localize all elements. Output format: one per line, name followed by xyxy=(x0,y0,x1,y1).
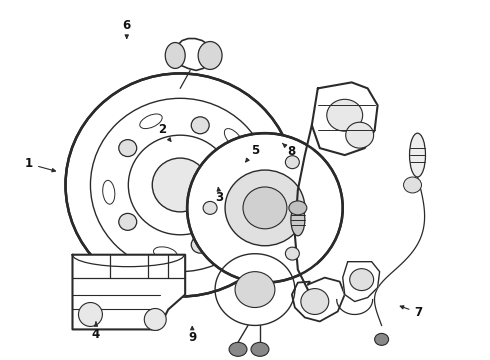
Ellipse shape xyxy=(119,140,137,157)
Ellipse shape xyxy=(152,158,208,212)
Text: 3: 3 xyxy=(216,188,223,204)
Text: 8: 8 xyxy=(282,143,295,158)
Text: 4: 4 xyxy=(92,322,100,341)
Ellipse shape xyxy=(350,269,374,291)
Polygon shape xyxy=(343,262,380,302)
Ellipse shape xyxy=(375,333,389,345)
Ellipse shape xyxy=(291,204,305,236)
Text: 2: 2 xyxy=(158,123,171,141)
Text: 7: 7 xyxy=(400,306,422,319)
Ellipse shape xyxy=(285,247,299,260)
Ellipse shape xyxy=(203,201,217,214)
Ellipse shape xyxy=(191,236,209,253)
Text: 6: 6 xyxy=(122,19,131,38)
Text: 5: 5 xyxy=(245,144,259,162)
Ellipse shape xyxy=(119,213,137,230)
Ellipse shape xyxy=(301,289,329,315)
Ellipse shape xyxy=(66,73,295,297)
Ellipse shape xyxy=(165,42,185,68)
Text: 9: 9 xyxy=(188,327,196,343)
Ellipse shape xyxy=(144,309,166,330)
Ellipse shape xyxy=(236,176,254,193)
Ellipse shape xyxy=(346,122,374,148)
Ellipse shape xyxy=(198,41,222,69)
Ellipse shape xyxy=(225,170,305,246)
Ellipse shape xyxy=(327,99,363,131)
Ellipse shape xyxy=(229,342,247,356)
Polygon shape xyxy=(312,82,378,155)
Ellipse shape xyxy=(243,187,287,229)
Polygon shape xyxy=(292,278,345,321)
Ellipse shape xyxy=(187,133,343,283)
Ellipse shape xyxy=(404,177,421,193)
Ellipse shape xyxy=(289,201,307,215)
Polygon shape xyxy=(73,255,185,329)
Ellipse shape xyxy=(191,117,209,134)
Ellipse shape xyxy=(410,133,425,177)
Ellipse shape xyxy=(235,272,275,307)
Polygon shape xyxy=(170,39,212,71)
Text: 1: 1 xyxy=(25,157,55,172)
Ellipse shape xyxy=(285,156,299,168)
Ellipse shape xyxy=(251,342,269,356)
Polygon shape xyxy=(295,125,318,300)
Ellipse shape xyxy=(78,302,102,327)
